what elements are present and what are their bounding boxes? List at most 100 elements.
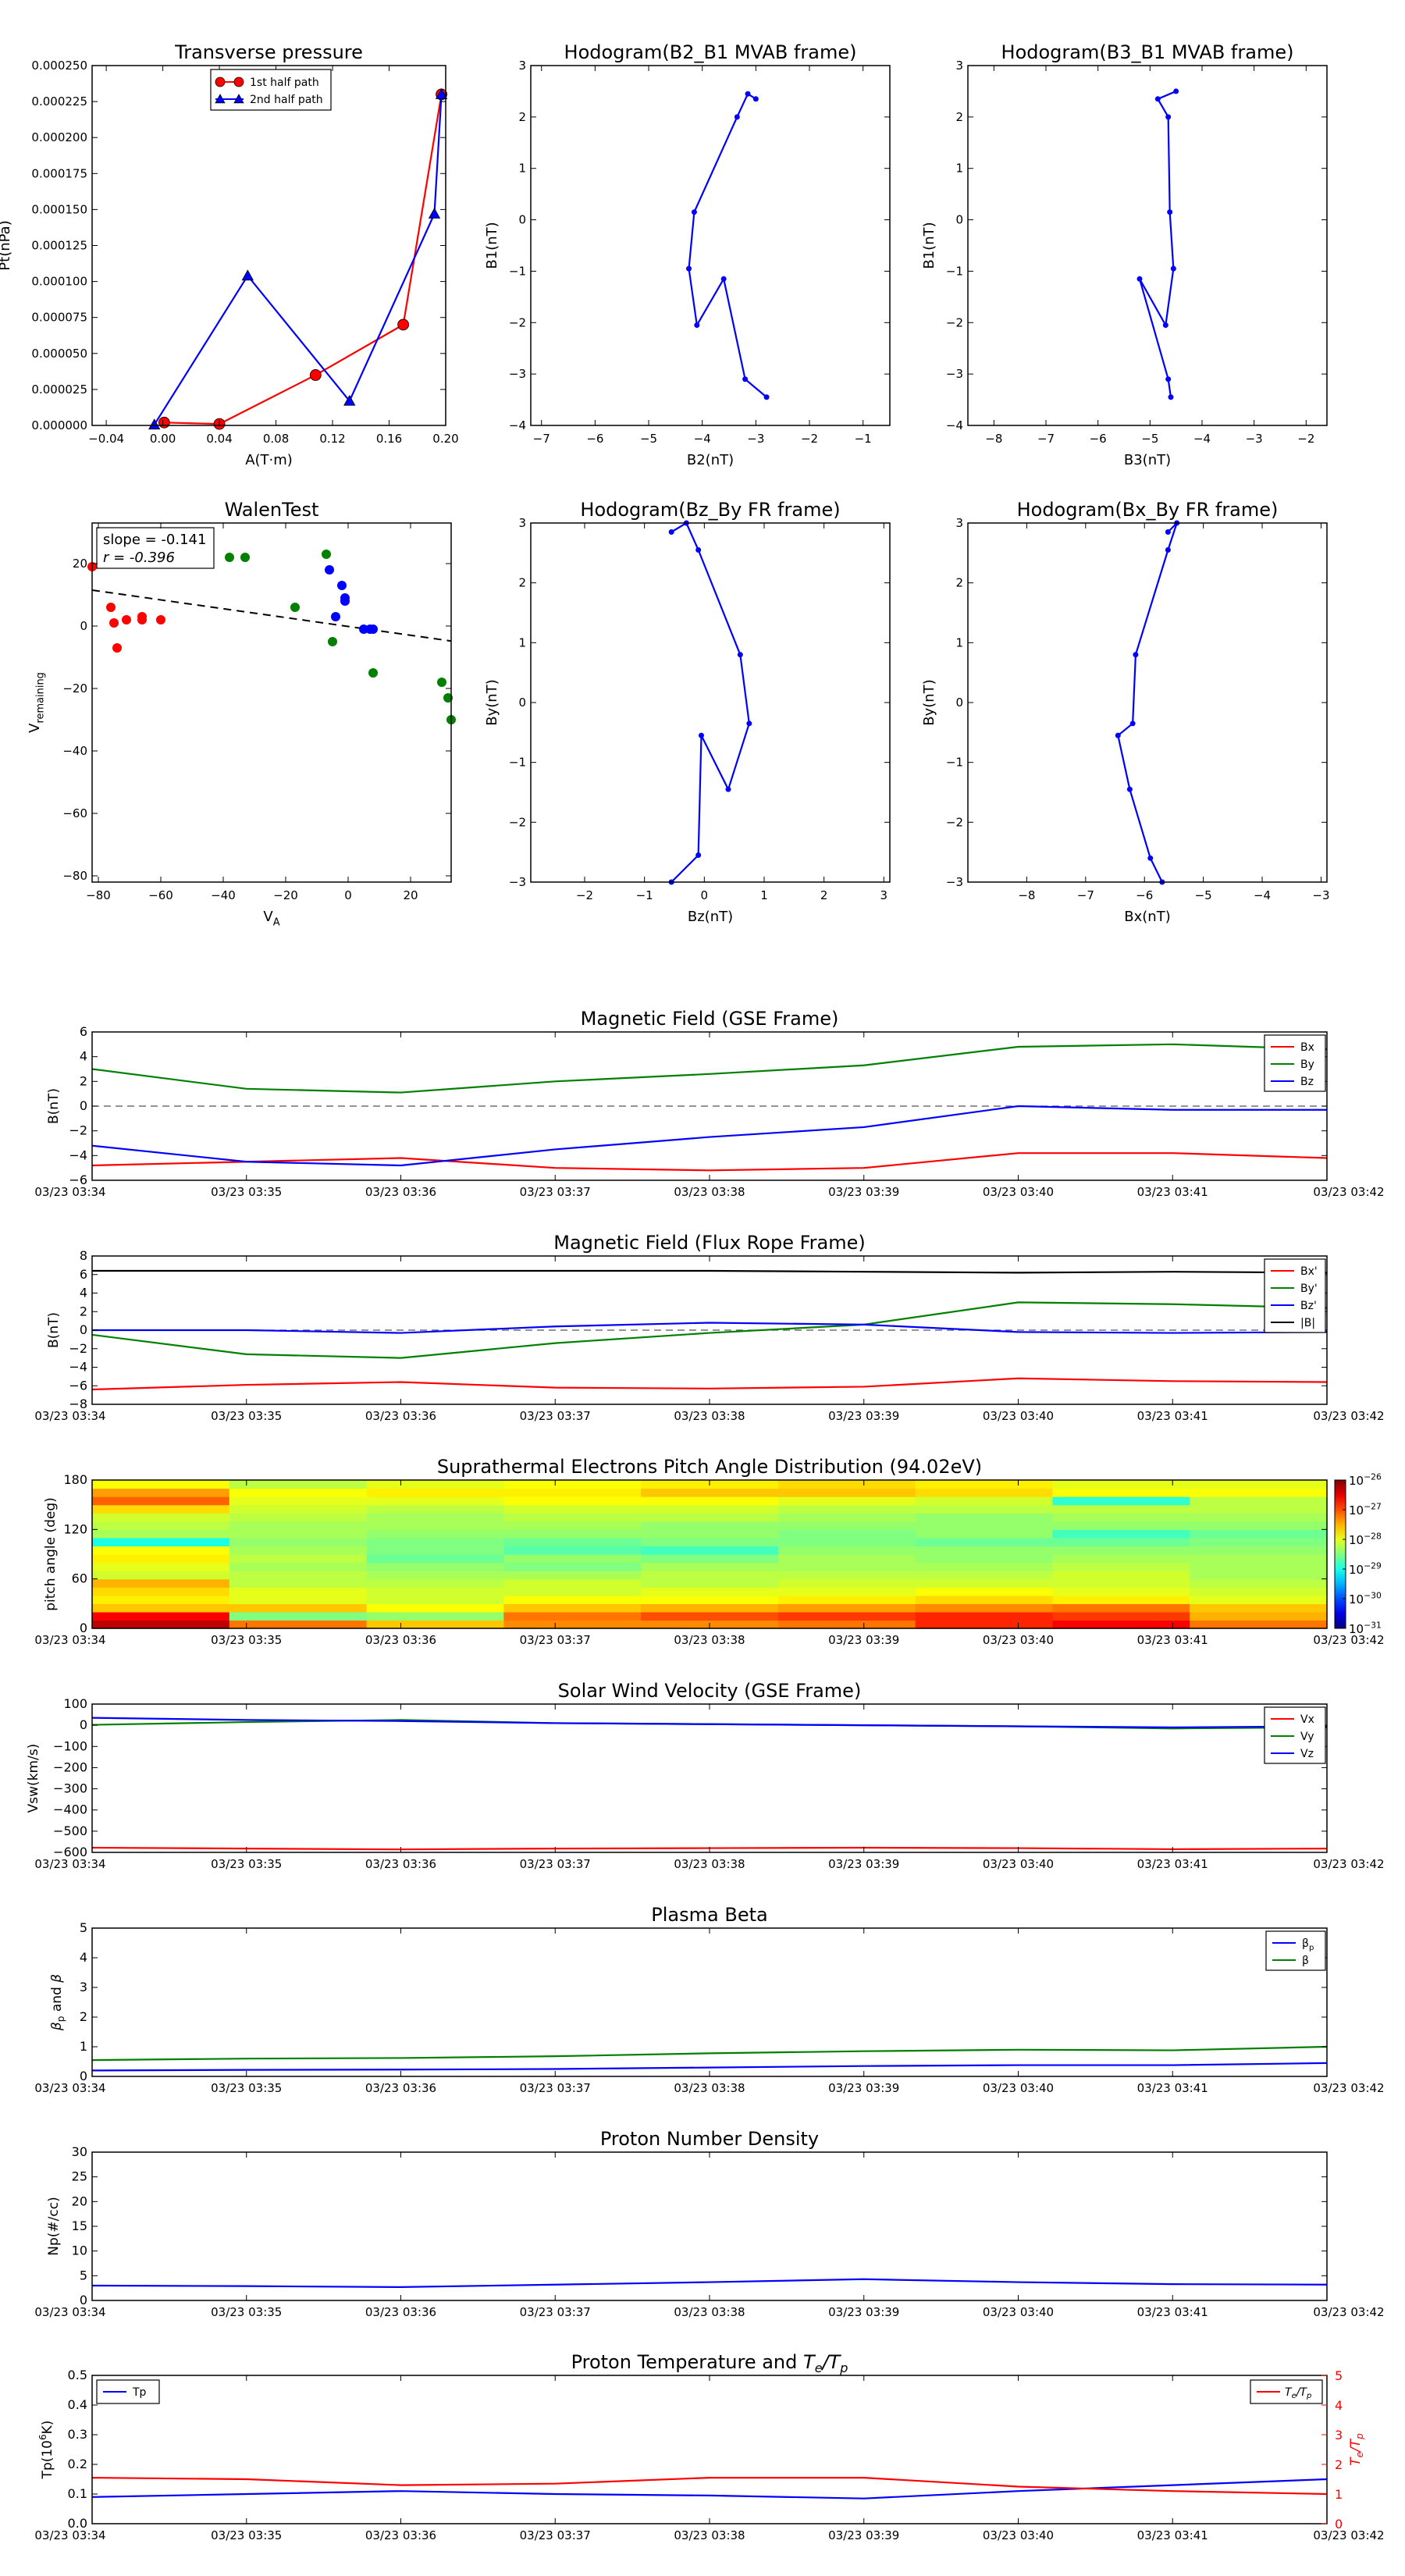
- heatmap-cell: [503, 1571, 642, 1580]
- x-tick-label: −2: [576, 888, 593, 902]
- data-point: [752, 96, 759, 102]
- data-point: [1170, 265, 1176, 272]
- x-tick-label: 0: [344, 888, 352, 902]
- legend-label: Bx': [1300, 1265, 1318, 1278]
- x-axis-label: B3(nT): [1124, 452, 1171, 468]
- heatmap-cell: [641, 1603, 779, 1613]
- scatter-point-green: [368, 668, 378, 678]
- slope-annotation: slope = -0.141: [103, 532, 206, 548]
- scatter-point-blue: [368, 624, 378, 634]
- data-point: [745, 91, 751, 97]
- heatmap-cell: [641, 1529, 779, 1539]
- scatter-point-green: [443, 693, 453, 703]
- y-tick-label: 3: [80, 1980, 87, 1994]
- y-tick-label: −4: [509, 418, 526, 432]
- heatmap-cell: [915, 1521, 1054, 1530]
- heatmap-cell: [503, 1529, 642, 1539]
- data-point: [215, 76, 226, 87]
- y-tick-label: 8: [80, 1248, 87, 1263]
- data-point: [435, 88, 448, 99]
- colorbar-tick-label: 10−30: [1349, 1590, 1382, 1606]
- series-line-Bx': [91, 1377, 1328, 1391]
- y-axis-label: Np(#/cc): [46, 2197, 62, 2255]
- legend-label: β: [1302, 1955, 1309, 1967]
- heatmap-cell: [915, 1488, 1054, 1497]
- y-tick-label: −4: [69, 1360, 87, 1375]
- y-axis-label: By(nT): [484, 679, 500, 725]
- heatmap-cell: [915, 1571, 1054, 1580]
- y-tick-label: −2: [69, 1123, 87, 1138]
- heatmap-cell: [366, 1504, 504, 1514]
- scatter-point-blue: [337, 581, 347, 590]
- heatmap-cell: [1190, 1620, 1328, 1629]
- y-tick-label: 6: [80, 1024, 87, 1039]
- heatmap-cell: [92, 1529, 230, 1539]
- data-point: [695, 547, 702, 553]
- heatmap-cell: [229, 1529, 368, 1539]
- chart-title: Hodogram(B2_B1 MVAB frame): [564, 41, 857, 63]
- y-tick-label: −6: [69, 1378, 87, 1393]
- heatmap-cell: [777, 1546, 916, 1555]
- y-tick-label: 20: [72, 2194, 87, 2208]
- chart-title: WalenTest: [225, 499, 319, 521]
- y-tick-label: 0.000000: [31, 418, 87, 432]
- y2-axis-label: Te/Tp: [1348, 2433, 1365, 2466]
- heatmap-cell: [915, 1603, 1054, 1613]
- x-axis-label: B2(nT): [687, 452, 734, 468]
- time-tick-label: 03/23 03:35: [211, 1857, 282, 1871]
- y-tick-label: 4: [80, 1286, 87, 1300]
- scatter-point-red: [137, 615, 147, 624]
- chart-title-rich: Proton Temperature and Te/Tp: [571, 2351, 848, 2375]
- time-tick-label: 03/23 03:36: [365, 2305, 436, 2319]
- heatmap-cell: [915, 1480, 1054, 1489]
- x-tick-label: 0.00: [150, 432, 176, 446]
- heatmap-cell: [92, 1611, 230, 1621]
- heatmap-cell: [641, 1496, 779, 1506]
- scatter-point-green: [437, 678, 446, 687]
- data-point: [695, 852, 702, 858]
- y-tick-label: 2: [955, 576, 963, 590]
- y-tick-label: 2: [955, 110, 963, 124]
- x-tick-label: −7: [1037, 432, 1055, 446]
- data-point: [1115, 732, 1121, 738]
- colorbar-tick-label: 10−26: [1349, 1471, 1382, 1488]
- time-tick-label: 03/23 03:40: [983, 2305, 1054, 2319]
- r-annotation: r = -0.396: [103, 550, 175, 566]
- legend-box: [1265, 1930, 1326, 1971]
- data-point: [1129, 720, 1136, 727]
- y-tick-label: 3: [518, 516, 526, 530]
- plot-h31-frame: [967, 65, 1328, 426]
- heatmap-cell: [229, 1603, 368, 1613]
- heatmap-cell: [1052, 1587, 1190, 1596]
- y-tick-label: −6: [69, 1172, 87, 1187]
- data-point: [1165, 547, 1171, 553]
- data-point: [158, 416, 170, 429]
- heatmap-cell: [777, 1537, 916, 1547]
- heatmap-cell: [366, 1529, 504, 1539]
- heatmap-cell: [92, 1562, 230, 1571]
- scatter-point-green: [328, 637, 337, 646]
- heatmap-cell: [915, 1587, 1054, 1596]
- scatter-point-red: [109, 618, 119, 628]
- data-point: [343, 394, 356, 406]
- y-tick-label: 60: [72, 1571, 87, 1586]
- y-axis-label: Tp(106K): [37, 2421, 55, 2480]
- heatmap-cell: [92, 1571, 230, 1580]
- y-tick-label: 0.000175: [31, 166, 87, 180]
- time-tick-label: 03/23 03:41: [1137, 2528, 1208, 2542]
- heatmap-cell: [229, 1521, 368, 1530]
- heatmap-cell: [366, 1595, 504, 1604]
- y-tick-label: 0: [80, 1322, 87, 1337]
- legend-label: Te/Tp: [1285, 2386, 1311, 2400]
- data-point: [686, 265, 692, 272]
- plot-walen-frame: [91, 522, 452, 883]
- series-line: [1138, 90, 1177, 397]
- time-tick-label: 03/23 03:41: [1137, 1633, 1208, 1647]
- chart-title: Hodogram(Bx_By FR frame): [1017, 499, 1279, 521]
- y-tick-label: 0.3: [68, 2427, 87, 2442]
- time-tick-label: 03/23 03:38: [674, 1633, 745, 1647]
- y-tick-label: 0.000075: [31, 311, 87, 325]
- legend-label: Bx: [1300, 1041, 1314, 1054]
- x-tick-label: 1: [760, 888, 768, 902]
